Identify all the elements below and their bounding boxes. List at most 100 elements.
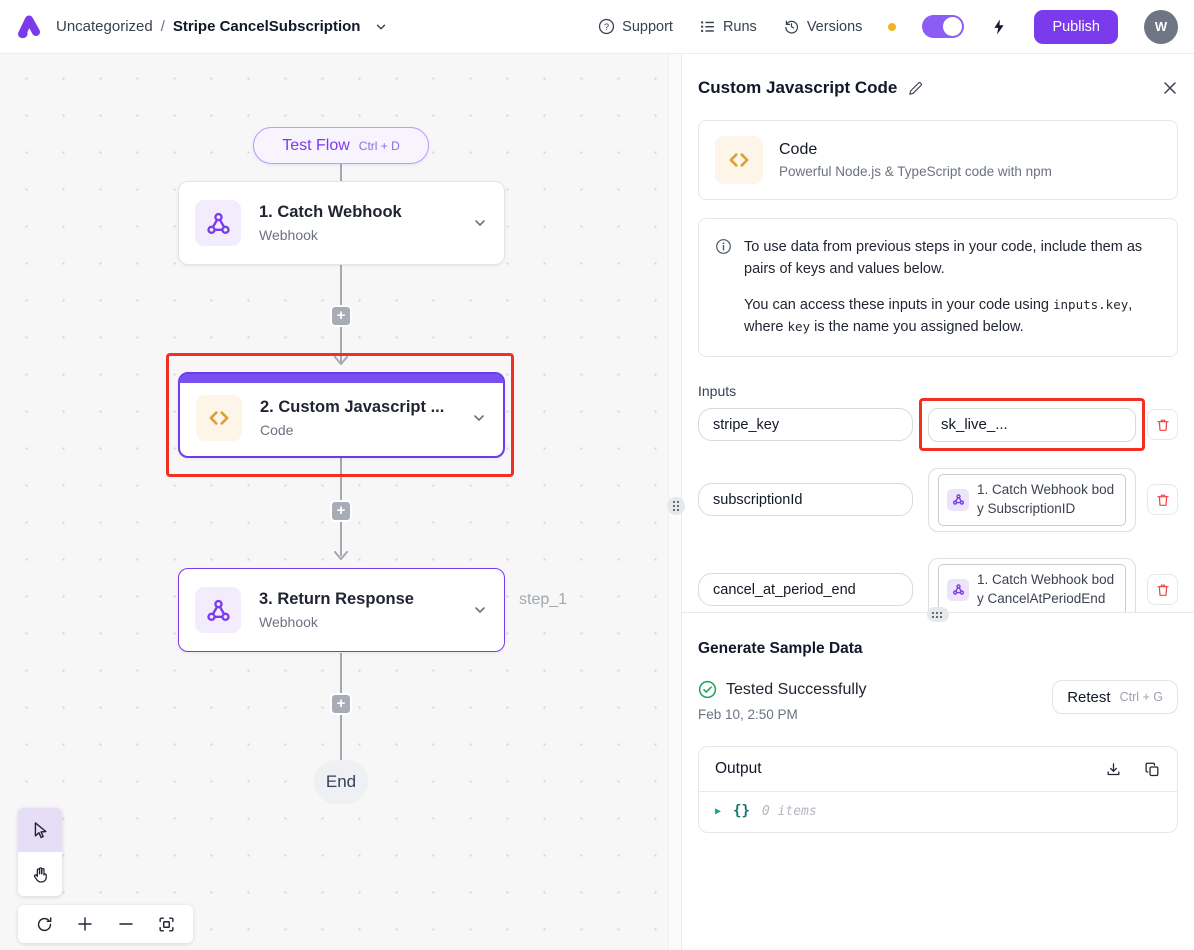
output-card: Output ▶ {} 0 items <box>698 746 1178 833</box>
node-subtitle: Code <box>260 422 294 438</box>
webhook-icon <box>195 200 241 246</box>
delete-input-button[interactable] <box>1147 409 1178 441</box>
add-step-button[interactable]: + <box>330 305 352 327</box>
step-label: step_1 <box>519 591 568 608</box>
copy-icon[interactable] <box>1144 761 1161 778</box>
flow-node-catch-webhook[interactable]: 1. Catch Webhook Webhook <box>178 181 505 265</box>
avatar[interactable]: W <box>1144 9 1178 44</box>
retest-shortcut: Ctrl + G <box>1119 690 1163 704</box>
breadcrumb-folder[interactable]: Uncategorized <box>56 18 153 35</box>
flow-menu-chevron-icon[interactable] <box>374 20 388 34</box>
inline-code: key <box>787 319 811 335</box>
retest-button[interactable]: Retest Ctrl + G <box>1052 680 1178 714</box>
download-icon[interactable] <box>1105 761 1122 778</box>
close-icon[interactable] <box>1162 80 1178 96</box>
input-value-field[interactable]: 1. Catch Webhook body SubscriptionID <box>928 467 1136 532</box>
sample-data-section: Generate Sample Data Tested Successfully… <box>682 622 1194 833</box>
resizer-grip-icon[interactable] <box>927 607 949 622</box>
runs-label: Runs <box>722 18 757 35</box>
fit-view-button[interactable] <box>150 907 184 941</box>
input-value-field[interactable]: 1. Catch Webhook body CancelAtPeriodEnd <box>928 557 1136 612</box>
test-timestamp: Feb 10, 2:50 PM <box>698 707 798 722</box>
webhook-icon <box>947 578 969 601</box>
top-bar: Uncategorized / Stripe CancelSubscriptio… <box>0 0 1194 54</box>
test-flow-label: Test Flow <box>282 136 350 154</box>
piece-card: Code Powerful Node.js & TypeScript code … <box>698 120 1178 200</box>
canvas-zoom-bar <box>18 905 193 943</box>
node-title: 2. Custom Javascript ... <box>260 398 445 416</box>
webhook-icon <box>195 587 241 633</box>
trash-icon <box>1156 494 1169 506</box>
delete-input-button[interactable] <box>1147 574 1178 606</box>
data-token-chip[interactable]: 1. Catch Webhook body CancelAtPeriodEnd <box>938 563 1126 612</box>
piece-subtitle: Powerful Node.js & TypeScript code with … <box>779 164 1052 179</box>
reset-zoom-button[interactable] <box>27 907 61 941</box>
panel-resizer-horizontal[interactable] <box>682 607 1194 622</box>
test-flow-button[interactable]: Test Flow Ctrl + D <box>253 127 429 164</box>
piece-title: Code <box>779 141 818 158</box>
data-token-chip[interactable]: 1. Catch Webhook body SubscriptionID <box>938 473 1126 526</box>
end-node: End <box>314 760 368 804</box>
pan-tool-button[interactable] <box>18 852 62 896</box>
chevron-down-icon[interactable] <box>472 602 488 618</box>
breadcrumb: Uncategorized / Stripe CancelSubscriptio… <box>56 18 388 35</box>
runs-list-icon <box>701 21 714 32</box>
info-box: To use data from previous steps in your … <box>698 218 1178 357</box>
node-subtitle: Webhook <box>259 614 318 630</box>
expand-node-icon[interactable]: ▶ <box>715 805 722 817</box>
sample-data-title: Generate Sample Data <box>698 640 863 657</box>
input-key-field[interactable] <box>698 483 913 517</box>
zoom-in-button[interactable] <box>68 907 102 941</box>
add-step-button[interactable]: + <box>330 693 352 715</box>
input-key-field[interactable] <box>698 408 913 442</box>
flow-canvas[interactable]: Test Flow Ctrl + D 1. Catch Webhook Webh… <box>0 54 668 950</box>
chevron-down-icon[interactable] <box>471 410 487 426</box>
publish-button[interactable]: Publish <box>1034 9 1118 44</box>
input-key-field[interactable] <box>698 573 913 607</box>
json-braces: {} <box>733 803 750 819</box>
runs-link[interactable]: Runs <box>699 18 757 35</box>
trash-icon <box>1156 584 1169 596</box>
success-check-icon <box>698 680 717 699</box>
retest-label: Retest <box>1067 688 1111 706</box>
zoom-out-button[interactable] <box>109 907 143 941</box>
app-logo-icon[interactable] <box>14 12 44 42</box>
flow-enabled-toggle[interactable] <box>922 15 965 38</box>
info-paragraph-2: You can access these inputs in your code… <box>744 296 1133 336</box>
flow-node-return-response[interactable]: 3. Return Response Webhook <box>178 568 505 652</box>
code-icon <box>196 395 242 441</box>
input-value-field[interactable] <box>928 407 1136 442</box>
panel-resizer-vertical[interactable] <box>667 54 685 950</box>
connector-line <box>340 164 342 181</box>
versions-label: Versions <box>806 18 863 35</box>
arrowhead-icon <box>334 356 348 365</box>
token-label: 1. Catch Webhook body CancelAtPeriodEnd <box>977 571 1115 606</box>
inline-code: inputs.key <box>1053 296 1129 312</box>
support-label: Support <box>622 18 673 35</box>
test-flow-shortcut: Ctrl + D <box>358 138 400 153</box>
output-title: Output <box>715 760 762 777</box>
resizer-grip-icon[interactable] <box>667 497 685 515</box>
info-icon <box>716 239 731 254</box>
panel-top-section: Custom Javascript Code Code Powerful Nod… <box>682 54 1194 612</box>
minus-icon <box>119 923 133 925</box>
versions-link[interactable]: Versions <box>783 18 863 35</box>
chevron-down-icon[interactable] <box>472 215 488 231</box>
help-icon: ? <box>599 18 615 35</box>
svg-text:?: ? <box>604 22 609 32</box>
edit-name-icon[interactable] <box>907 80 924 97</box>
plus-icon <box>78 917 92 931</box>
code-icon <box>715 136 763 184</box>
add-step-button[interactable]: + <box>330 500 352 522</box>
support-link[interactable]: ? Support <box>598 18 673 35</box>
flow-name[interactable]: Stripe CancelSubscription <box>172 18 361 35</box>
delete-input-button[interactable] <box>1147 484 1178 516</box>
hand-icon <box>33 866 47 883</box>
inputs-label: Inputs <box>698 382 737 399</box>
info-paragraph-1: To use data from previous steps in your … <box>744 239 1143 278</box>
flow-node-custom-javascript[interactable]: 2. Custom Javascript ... Code <box>178 372 505 458</box>
lightning-icon[interactable] <box>990 17 1008 37</box>
select-tool-button[interactable] <box>18 808 62 852</box>
step-settings-panel: Custom Javascript Code Code Powerful Nod… <box>682 54 1194 950</box>
token-label: 1. Catch Webhook body SubscriptionID <box>977 481 1115 516</box>
